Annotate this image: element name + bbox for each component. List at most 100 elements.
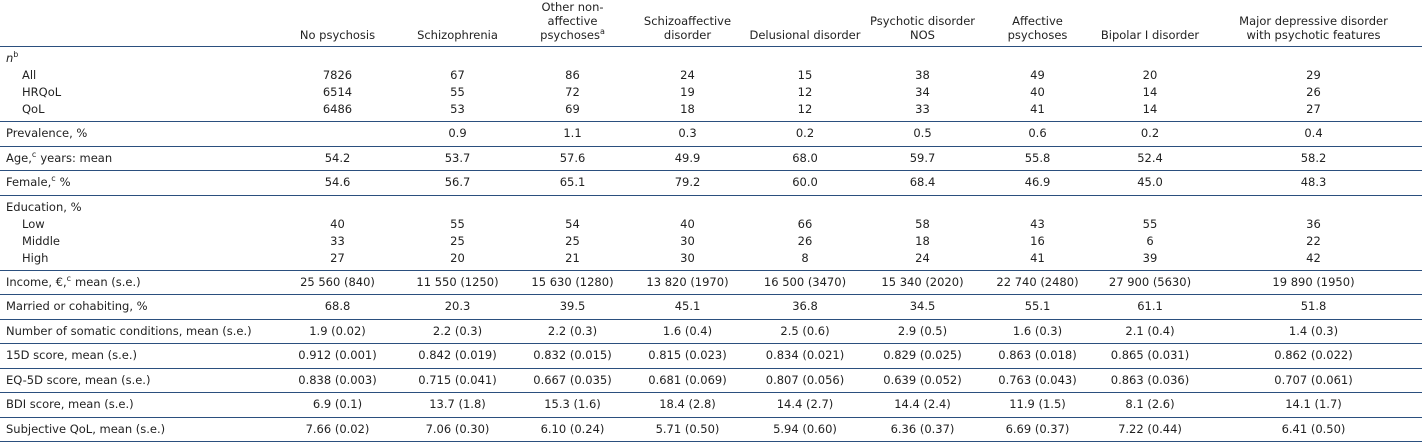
value-cell: 6.9 (0.1) [275, 392, 400, 418]
label-text: 15D score, mean (s.e.) [6, 348, 137, 363]
empty-cell [630, 47, 745, 68]
value-cell: 55 [1095, 216, 1205, 233]
column-header: No psychosis [275, 0, 400, 47]
value-cell: 0.834 (0.021) [745, 343, 865, 369]
cell-value: 0.2 [795, 126, 815, 141]
cell-value: 1.1 [563, 126, 582, 141]
sub-row: Middle 33 25 25 30 26 18 16 6 22 [0, 233, 1422, 250]
value-cell: 26 [1205, 84, 1422, 101]
corner-cell [0, 0, 275, 47]
value-cell: 26 [745, 233, 865, 250]
value-cell: 20.3 [400, 294, 515, 320]
cell-value: 30 [680, 233, 695, 248]
header-text: Other non-affective psychosesa [519, 0, 626, 42]
empty-cell [515, 195, 630, 216]
sub-row: All 7826 67 86 24 15 38 49 20 29 [0, 67, 1422, 84]
value-cell: 21 [515, 249, 630, 271]
value-cell: 53.7 [400, 146, 515, 171]
cell-value: 27 [1306, 102, 1321, 116]
footnote-mark: c [66, 273, 72, 283]
row-label: QoL [0, 101, 275, 122]
value-cell: 0.807 (0.056) [745, 368, 865, 393]
cell-value: 49.9 [674, 150, 701, 165]
cell-value: 14 [1142, 85, 1158, 99]
value-cell: 0.2 [1095, 121, 1205, 147]
header-row: No psychosis Schizophrenia Other non-affec… [0, 0, 1422, 47]
cell-value: 15 340 (2020) [881, 274, 964, 289]
cell-value: 6 [1146, 233, 1154, 248]
cell-value: 7.66 (0.02) [305, 421, 370, 436]
value-cell: 2.1 (0.4) [1095, 319, 1205, 344]
value-cell: 6.69 (0.37) [980, 417, 1095, 442]
value-cell: 57.6 [515, 146, 630, 171]
cell-value: 51.8 [1300, 299, 1327, 314]
value-cell: 16 500 (3470) [745, 270, 865, 295]
cell-value: 52.4 [1137, 150, 1163, 165]
cell-value: 21 [565, 250, 580, 265]
column-header: Major depressive disorder with psychotic… [1205, 0, 1422, 47]
value-cell: 45.0 [1095, 170, 1205, 196]
cell-value: 59.7 [909, 150, 936, 165]
value-cell: 30 [630, 233, 745, 250]
empty-cell [865, 47, 980, 68]
cell-value: 58 [915, 216, 930, 231]
cell-value: 20 [450, 250, 465, 265]
value-cell: 0.4 [1205, 121, 1422, 147]
cell-value: 2.2 (0.3) [432, 323, 483, 338]
cell-value: 26 [797, 233, 813, 248]
cell-value: 0.912 (0.001) [298, 348, 377, 363]
value-cell: 24 [630, 67, 745, 84]
section-row: Female,c% 54.6 56.7 65.1 79.2 60.0 68.4 46.9 45.… [0, 170, 1422, 196]
value-cell: 33 [865, 101, 980, 122]
value-cell: 15.3 (1.6) [515, 392, 630, 418]
cell-value: 0.842 (0.019) [418, 348, 497, 363]
header-label: Delusional disorder [749, 28, 861, 42]
section-row: Education, % [0, 195, 1422, 216]
value-cell: 14.1 (1.7) [1205, 392, 1422, 418]
value-cell: 0.639 (0.052) [865, 368, 980, 393]
cell-value: 55 [450, 216, 465, 231]
cell-value: 53.7 [444, 150, 471, 165]
row-label: Subjective QoL, mean (s.e.) [0, 417, 275, 442]
column-header: Schizoaffective disorder [630, 0, 745, 47]
row-label: Low [22, 216, 45, 231]
cell-value: 55.8 [1024, 150, 1051, 165]
section-row: Prevalence, % 0.9 1.1 0.3 0.2 0.5 0.6 0.2 0.4 [0, 121, 1422, 147]
cell-value: 0.865 (0.031) [1110, 348, 1190, 363]
value-cell: 40 [630, 216, 745, 233]
cell-value: 0.763 (0.043) [998, 372, 1077, 387]
cell-value: 14.4 (2.4) [894, 397, 951, 412]
cell-value: 54 [565, 216, 580, 231]
cell-value: 60.0 [792, 175, 818, 190]
cell-value: 0.832 (0.015) [533, 348, 612, 363]
row-label: Married or cohabiting, % [0, 294, 275, 320]
row-label: Number of somatic conditions, mean (s.e.… [0, 319, 275, 344]
cell-value: 15 [797, 68, 813, 82]
cell-value: 41 [1030, 250, 1045, 265]
label-text: Number of somatic conditions, mean (s.e.… [6, 323, 252, 338]
value-cell: 15 340 (2020) [865, 270, 980, 295]
cell-value: 0.863 (0.018) [998, 348, 1077, 363]
cell-value: 45.1 [674, 299, 701, 314]
value-cell: 2.2 (0.3) [400, 319, 515, 344]
cell-value: 0.834 (0.021) [765, 348, 845, 363]
value-cell: 55 [400, 84, 515, 101]
value-cell: 1.6 (0.4) [630, 319, 745, 344]
cell-value: 15.3 (1.6) [544, 397, 601, 412]
value-cell: 6486 [275, 101, 400, 122]
column-header: Delusional disorder [745, 0, 865, 47]
value-cell: 54.6 [275, 170, 400, 196]
value-cell: 6 [1095, 233, 1205, 250]
value-cell: 1.9 (0.02) [275, 319, 400, 344]
cell-value: 25 [450, 233, 465, 248]
value-cell: 6514 [275, 84, 400, 101]
cell-value: 22 740 (2480) [996, 274, 1079, 289]
label-text: Prevalence, % [6, 126, 88, 141]
value-cell: 0.9 [400, 121, 515, 147]
value-cell: 0.681 (0.069) [630, 368, 745, 393]
cell-value: 33 [330, 233, 345, 248]
value-cell: 68.0 [745, 146, 865, 171]
cell-value: 6.41 (0.50) [1281, 421, 1346, 436]
header-text: Major depressive disorder with psychotic… [1236, 14, 1391, 42]
